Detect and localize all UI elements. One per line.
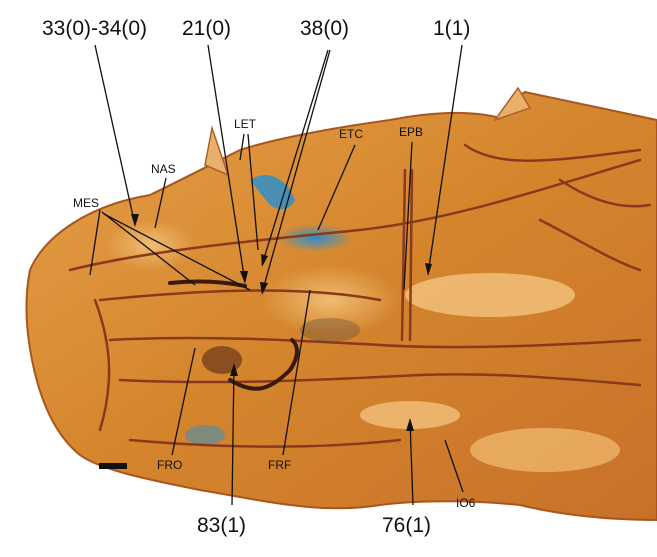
dark-blob-fro	[202, 346, 242, 374]
label-nas: NAS	[151, 162, 176, 176]
label-io6: IO6	[456, 496, 476, 510]
pale-region-orbit	[260, 265, 400, 335]
dorsal-spine-front	[204, 125, 230, 177]
label-21: 21(0)	[182, 17, 232, 40]
dorsal-spine-rear	[493, 86, 532, 122]
pale-region-lower	[360, 401, 460, 429]
label-frf: FRF	[268, 458, 292, 472]
label-76: 76(1)	[382, 514, 432, 537]
label-33-34: 33(0)-34(0)	[42, 17, 148, 40]
label-etc: ETC	[339, 127, 363, 141]
cartilage-blue-etc	[277, 224, 353, 252]
label-mes: MES	[73, 196, 100, 210]
cartilage-blue-upper	[250, 175, 295, 210]
dark-blob-mid	[300, 318, 360, 342]
label-fro: FRO	[157, 458, 183, 472]
cartilage-blue-lower	[185, 425, 225, 445]
pale-region-snout	[105, 220, 195, 270]
label-1: 1(1)	[433, 17, 471, 40]
label-38: 38(0)	[300, 17, 350, 40]
scale-bar	[99, 463, 127, 469]
pale-region-epb	[405, 273, 575, 317]
pale-region-ventral	[470, 428, 620, 472]
label-83: 83(1)	[197, 514, 247, 537]
label-epb: EPB	[399, 125, 424, 139]
label-let: LET	[234, 117, 257, 131]
